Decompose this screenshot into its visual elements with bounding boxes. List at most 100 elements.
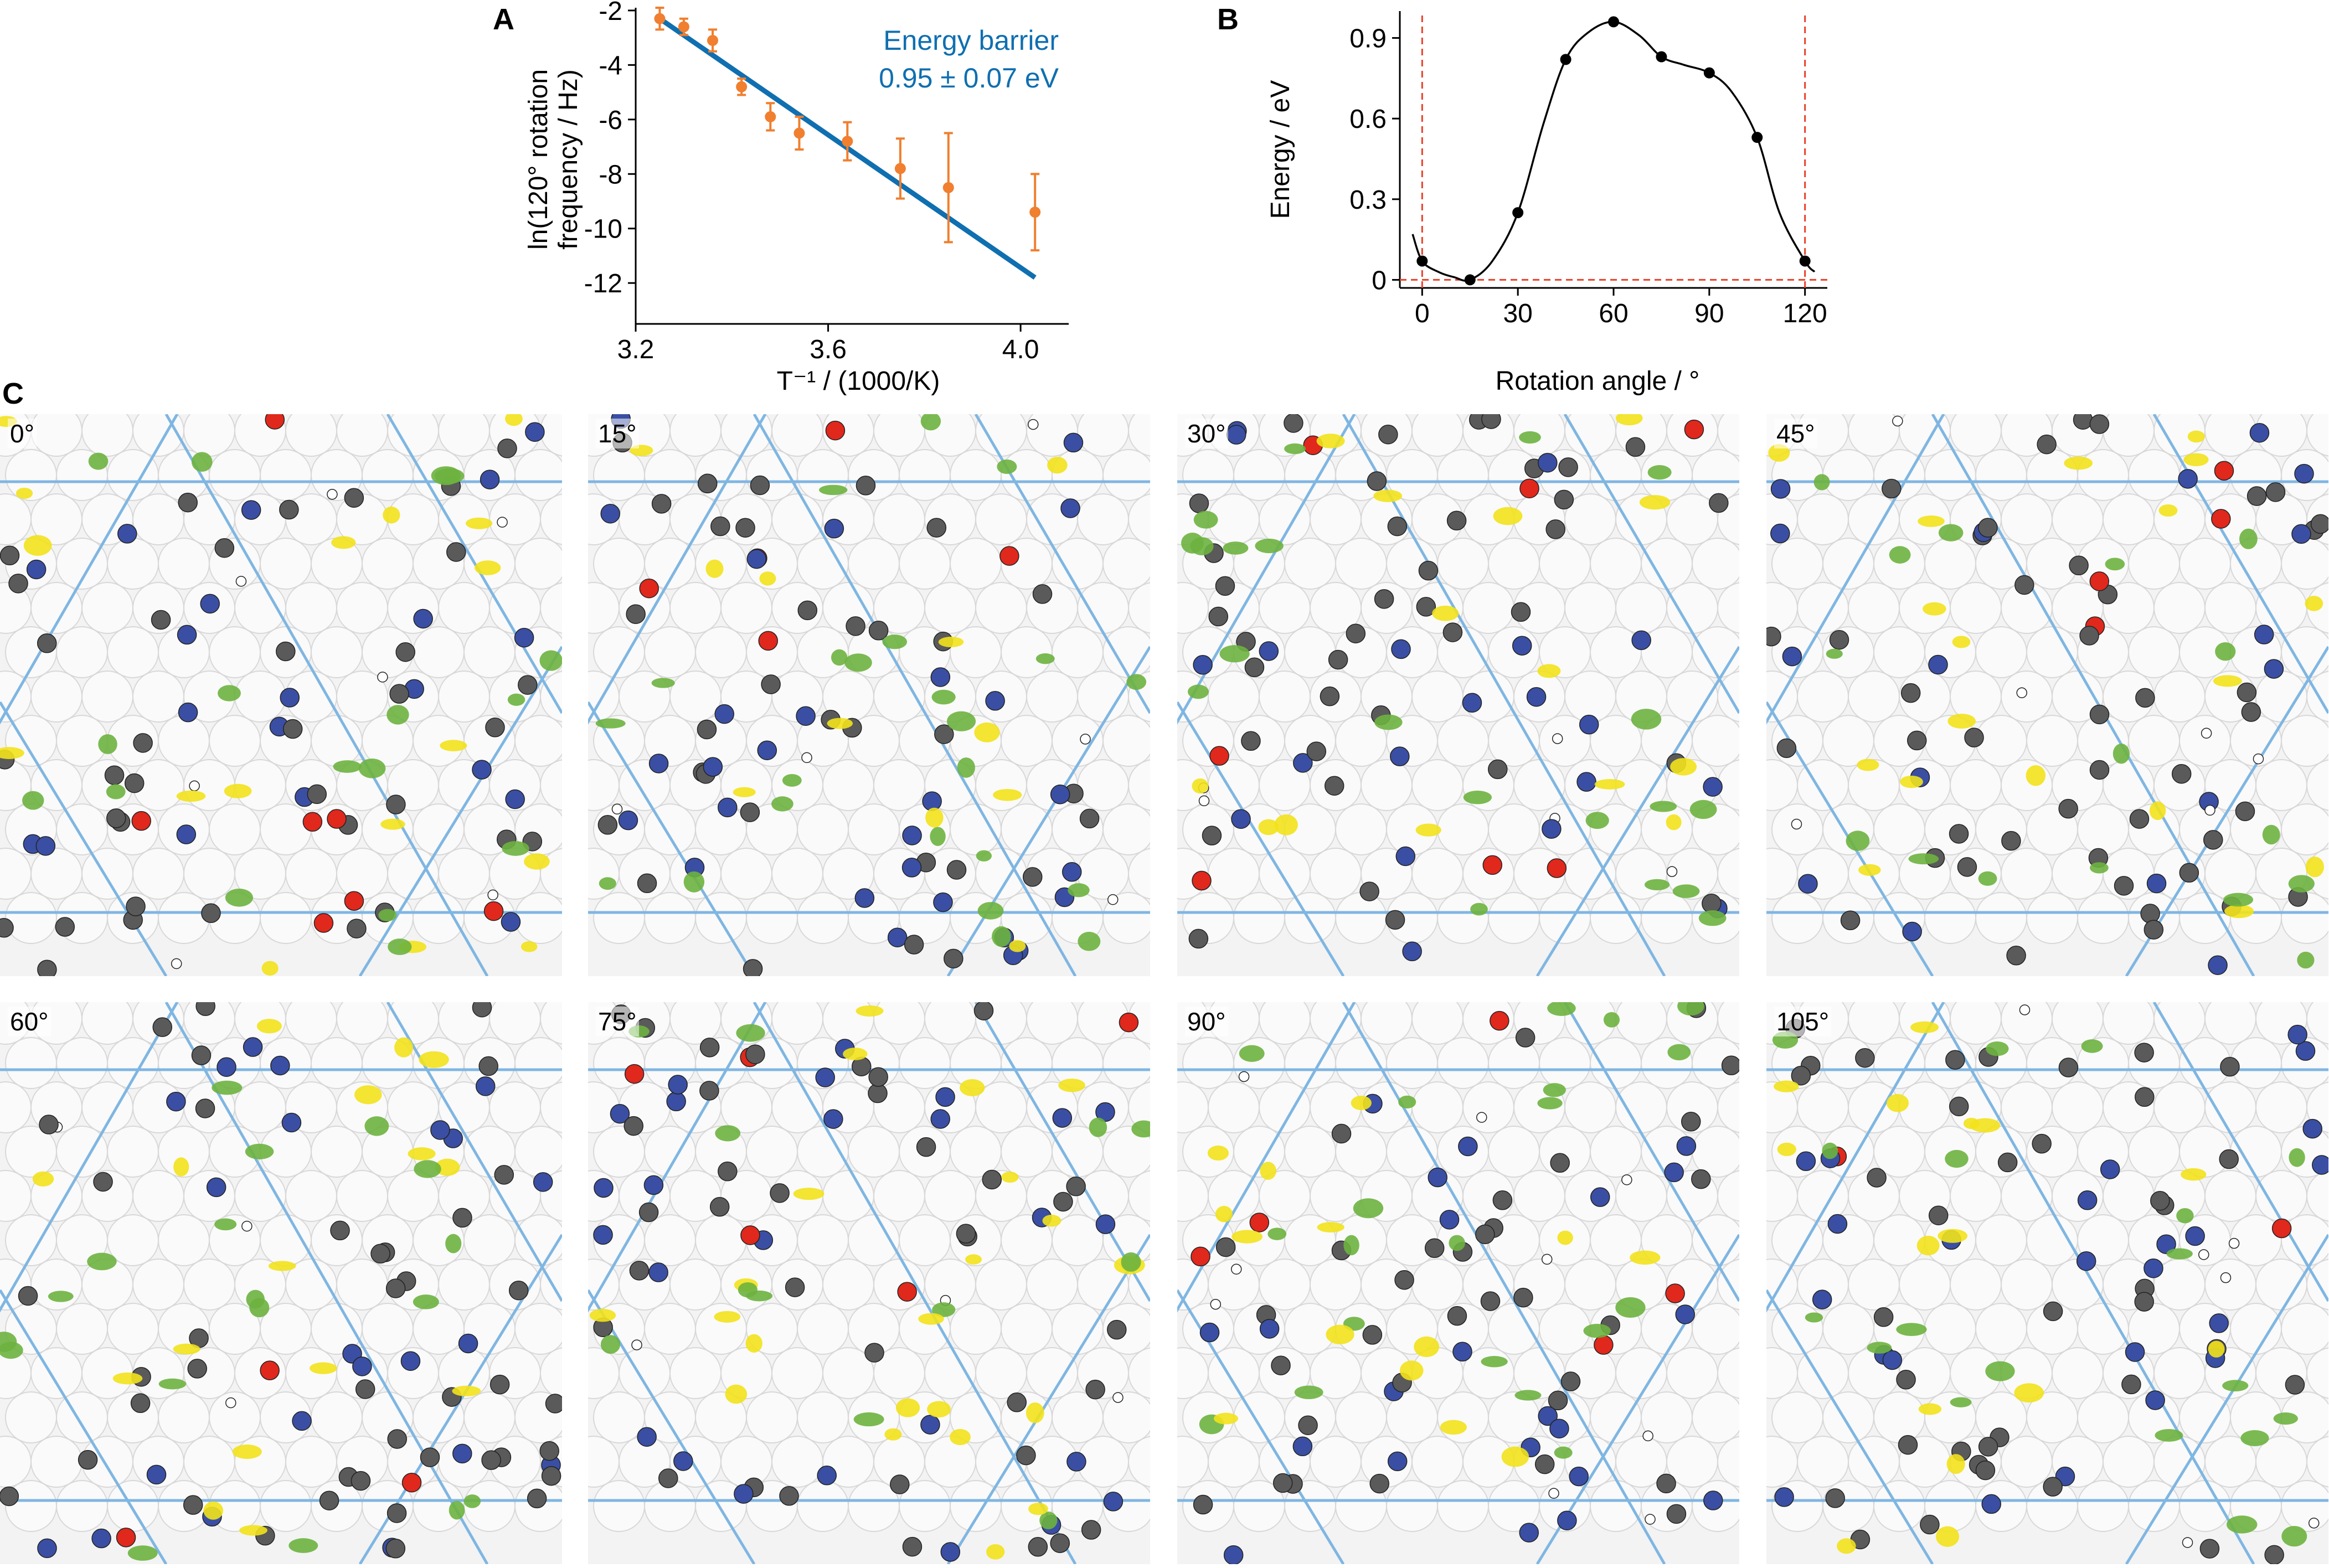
- substrate-atom: [81, 848, 133, 900]
- framework-atom: [292, 1411, 312, 1431]
- framework-atom: [817, 1466, 837, 1486]
- substrate-atom: [1182, 449, 1234, 501]
- framework-atom: [1007, 1392, 1027, 1412]
- framework-atom: [2254, 625, 2274, 644]
- framework-atom: [1208, 606, 1229, 627]
- isosurface-lobe: [771, 796, 793, 812]
- substrate-atom: [514, 538, 562, 590]
- framework-atom: [327, 489, 338, 500]
- isosurface-lobe: [1193, 510, 1218, 529]
- isosurface-lobe: [452, 1385, 481, 1396]
- framework-atom: [2249, 422, 2270, 443]
- substrate-atom: [1182, 1037, 1234, 1089]
- framework-atom: [2043, 1477, 2063, 1497]
- substrate-atom: [1822, 1391, 1874, 1443]
- framework-atom: [2271, 1218, 2292, 1239]
- substrate-atom: [720, 848, 772, 900]
- substrate-atom: [1052, 1303, 1104, 1355]
- chart-a-xtick-label: 3.2: [617, 335, 655, 364]
- substrate-atom: [1001, 1037, 1053, 1089]
- isosurface-lobe: [1867, 1342, 1892, 1354]
- molecular-framework: [597, 414, 1119, 976]
- framework-atom: [1964, 728, 1984, 747]
- substrate-atom: [2230, 1303, 2282, 1355]
- isosurface-lobe: [595, 718, 626, 729]
- substrate-atom: [1513, 759, 1565, 811]
- lattice-line: [1766, 414, 1945, 725]
- framework-atom: [151, 610, 171, 630]
- isosurface-lobe: [1519, 431, 1541, 444]
- substrate-atom: [387, 1170, 439, 1222]
- chart-b-ytick-label: 0.9: [1349, 24, 1387, 54]
- substrate-atom: [2306, 1436, 2328, 1488]
- isosurface-lobe: [1945, 1149, 1969, 1168]
- substrate-atom: [1208, 1081, 1260, 1133]
- framework-atom: [1378, 425, 1398, 445]
- substrate-atom: [1177, 1436, 1209, 1488]
- framework-atom: [2156, 1234, 2176, 1254]
- substrate-atom: [1310, 848, 1362, 900]
- isosurface-lobe: [1463, 790, 1492, 804]
- isosurface-lobe: [1258, 819, 1279, 835]
- framework-atom: [1666, 1504, 1687, 1524]
- substrate-atom: [1052, 538, 1104, 590]
- framework-atom: [1189, 493, 1209, 513]
- framework-atom: [2019, 1004, 2031, 1015]
- isosurface-lobe: [895, 1398, 920, 1417]
- substrate-atom: [797, 803, 849, 855]
- isosurface-lobe: [992, 926, 1011, 947]
- framework-atom: [1442, 622, 1463, 642]
- substrate-atom: [2077, 803, 2129, 855]
- substrate-atom: [234, 493, 286, 545]
- framework-atom: [2100, 1159, 2120, 1179]
- framework-atom: [1416, 597, 1436, 617]
- isosurface-lobe: [1936, 1526, 1960, 1547]
- framework-atom: [176, 824, 197, 844]
- substrate-atom: [1026, 1258, 1078, 1311]
- substrate-atom: [2001, 670, 2053, 723]
- isosurface-lobe: [931, 689, 956, 705]
- isosurface-lobe: [408, 1147, 436, 1160]
- framework-atom: [1028, 419, 1039, 430]
- isosurfaces: [1199, 1002, 1704, 1467]
- substrate-atom: [0, 848, 32, 900]
- framework-atom: [183, 1495, 203, 1515]
- substrate-atom: [1488, 803, 1540, 855]
- isosurface-lobe: [1557, 1230, 1573, 1245]
- framework-atom: [472, 760, 492, 780]
- substrate-atom: [2077, 1303, 2129, 1355]
- snapshot-angle-label: 45°: [1774, 419, 1817, 448]
- substrate-atom: [588, 848, 620, 900]
- framework-atom: [2135, 688, 2155, 708]
- framework-atom: [0, 918, 14, 938]
- substrate-atom: [873, 493, 925, 545]
- framework-atom: [2076, 1251, 2096, 1271]
- framework-atom: [2089, 571, 2110, 591]
- substrate-atom: [644, 892, 696, 944]
- isosurface-lobe: [950, 1428, 971, 1446]
- framework-atom: [758, 631, 778, 651]
- substrate-atom: [2204, 1258, 2256, 1311]
- framework-atom: [1579, 714, 1599, 735]
- chart-b-xtick-label: 60: [1599, 299, 1628, 328]
- substrate-atom: [56, 1480, 108, 1532]
- lattice-line: [1536, 646, 1739, 976]
- isosurface-lobe: [882, 635, 908, 649]
- isosurface-lobe: [925, 807, 944, 828]
- substrate-atom: [797, 1480, 849, 1532]
- substrate-atom: [311, 1391, 363, 1443]
- lattice-line: [1766, 1002, 1945, 1313]
- isosurface-lobe: [2090, 862, 2109, 874]
- framework-atom: [1458, 1136, 1478, 1157]
- substrate-atom: [0, 1081, 32, 1133]
- framework-atom: [864, 1343, 884, 1363]
- substrate-atom: [1975, 1303, 2027, 1355]
- substrate-atom: [540, 493, 562, 545]
- lattice-line: [2152, 1002, 2328, 1302]
- framework-atom: [1193, 1494, 1213, 1515]
- framework-atom: [624, 1116, 643, 1136]
- lattice-lines: [1177, 414, 1739, 976]
- isosurface-lobe: [2223, 893, 2254, 907]
- chart-a-ylabel-line1: ln(120° rotation: [524, 69, 553, 250]
- framework-atom: [1684, 419, 1704, 440]
